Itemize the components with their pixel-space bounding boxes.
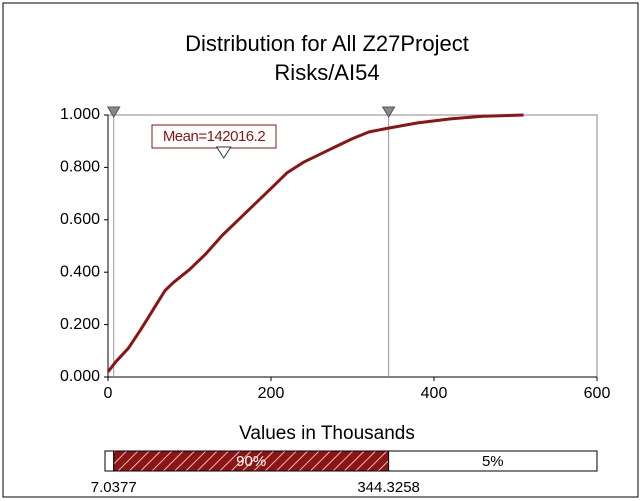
marker-label: 7.0377: [91, 479, 137, 496]
band-label: 5%: [482, 453, 504, 470]
y-tick-label: 1.000: [60, 106, 100, 123]
x-axis-label: Values in Thousands: [239, 423, 415, 444]
y-tick-label: 0.600: [60, 211, 100, 228]
band: [388, 450, 598, 472]
y-tick-label: 0.400: [60, 263, 100, 280]
x-tick-label: 0: [104, 385, 113, 402]
y-tick-label: 0.000: [60, 368, 100, 385]
mean-marker: [215, 146, 232, 159]
x-tick-label: 600: [584, 385, 611, 402]
y-tick-label: 0.200: [60, 316, 100, 333]
marker-label: 344.3258: [357, 479, 420, 496]
x-tick-label: 400: [421, 385, 448, 402]
mean-label: Mean=142016.2: [163, 128, 266, 145]
cdf-line: [106, 113, 524, 373]
chart-title: Risks/AI54: [274, 60, 379, 85]
y-tick-label: 0.800: [60, 159, 100, 176]
x-tick-label: 200: [258, 385, 285, 402]
band-label: 90%: [236, 453, 266, 470]
marker-triangle: [106, 106, 121, 118]
mean-box: [151, 124, 277, 149]
band: [104, 450, 115, 472]
chart-title: Distribution for All Z27Project: [185, 31, 469, 56]
marker-triangle: [381, 106, 396, 118]
